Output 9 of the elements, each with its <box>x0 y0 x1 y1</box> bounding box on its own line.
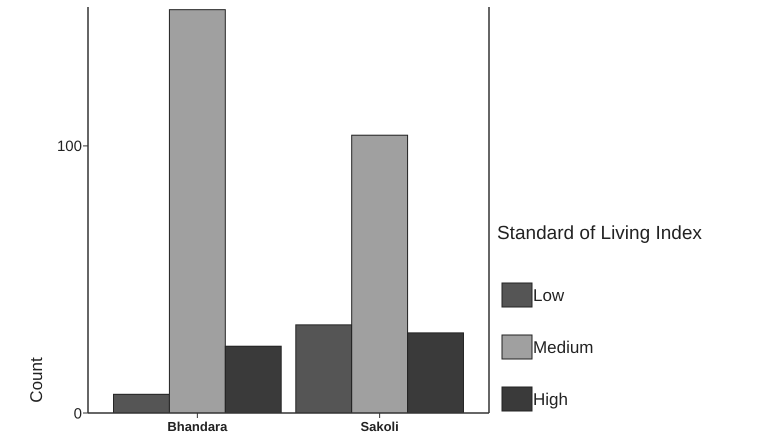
legend-label: High <box>533 390 568 409</box>
y-tick-label: 0 <box>74 405 82 422</box>
legend-label: Low <box>533 286 565 305</box>
y-axis-title: Count <box>27 357 46 403</box>
legend-label: Medium <box>533 338 594 357</box>
legend-title: Standard of Living Index <box>497 223 702 244</box>
x-tick-label: Bhandara <box>167 419 228 434</box>
x-tick-label: Sakoli <box>360 419 399 434</box>
y-tick-label: 100 <box>56 138 82 156</box>
